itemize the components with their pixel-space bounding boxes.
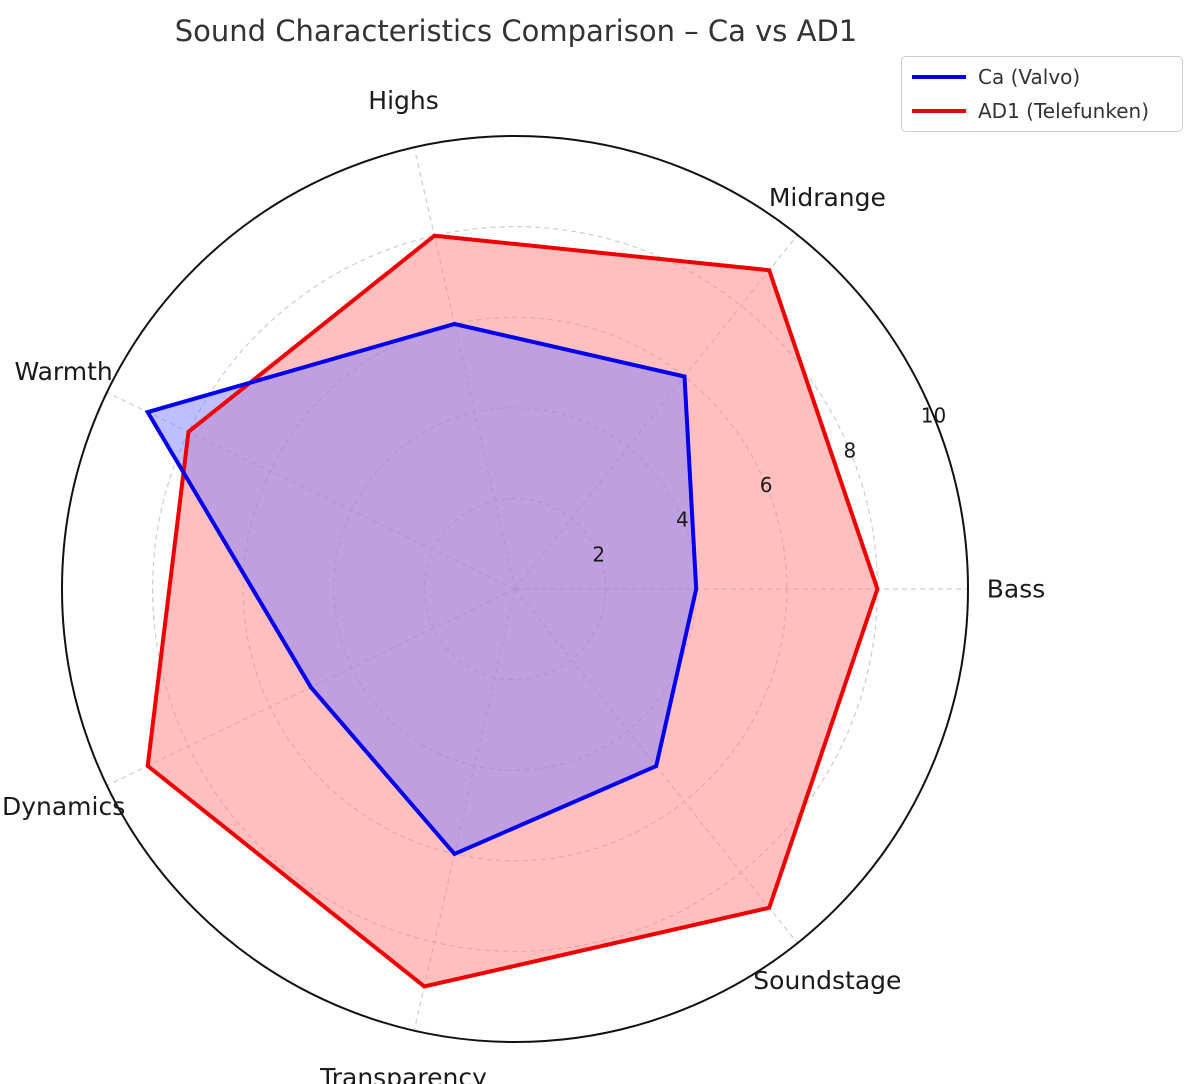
axis-label-soundstage: Soundstage [753,966,901,995]
axis-labels: Bass Midrange Highs Warmth Dynamics Transpare… [2,86,1045,1084]
legend-item-ca: Ca (Valvo) [912,65,1080,89]
tick-label-10: 10 [921,404,946,428]
axis-label-warmth: Warmth [14,357,112,386]
axis-label-midrange: Midrange [769,183,886,212]
tick-label-8: 8 [843,438,856,462]
legend-swatch-ca [912,75,966,79]
tick-label-6: 6 [760,473,773,497]
radial-tick-labels: 2 4 6 8 10 [592,404,946,567]
legend-item-ad1: AD1 (Telefunken) [912,99,1149,123]
series-line-ad1 [145,233,880,989]
axis-label-transparency: Transparency [319,1063,487,1084]
outer-frame [61,135,969,1043]
axis-label-highs: Highs [368,86,438,115]
tick-label-4: 4 [676,508,689,532]
series-layer [144,233,880,989]
legend: Ca (Valvo) AD1 (Telefunken) [901,56,1183,132]
series-fill-ca [147,324,697,854]
axis-label-bass: Bass [987,575,1046,604]
tick-label-2: 2 [592,542,605,566]
legend-label-ad1: AD1 (Telefunken) [978,99,1149,123]
legend-swatch-ad1 [912,109,966,113]
series-line-ca [144,321,699,857]
legend-label-ca: Ca (Valvo) [978,65,1081,89]
axis-label-dynamics: Dynamics [2,792,125,821]
chart-title: Sound Characteristics Comparison – Ca vs… [174,14,858,48]
